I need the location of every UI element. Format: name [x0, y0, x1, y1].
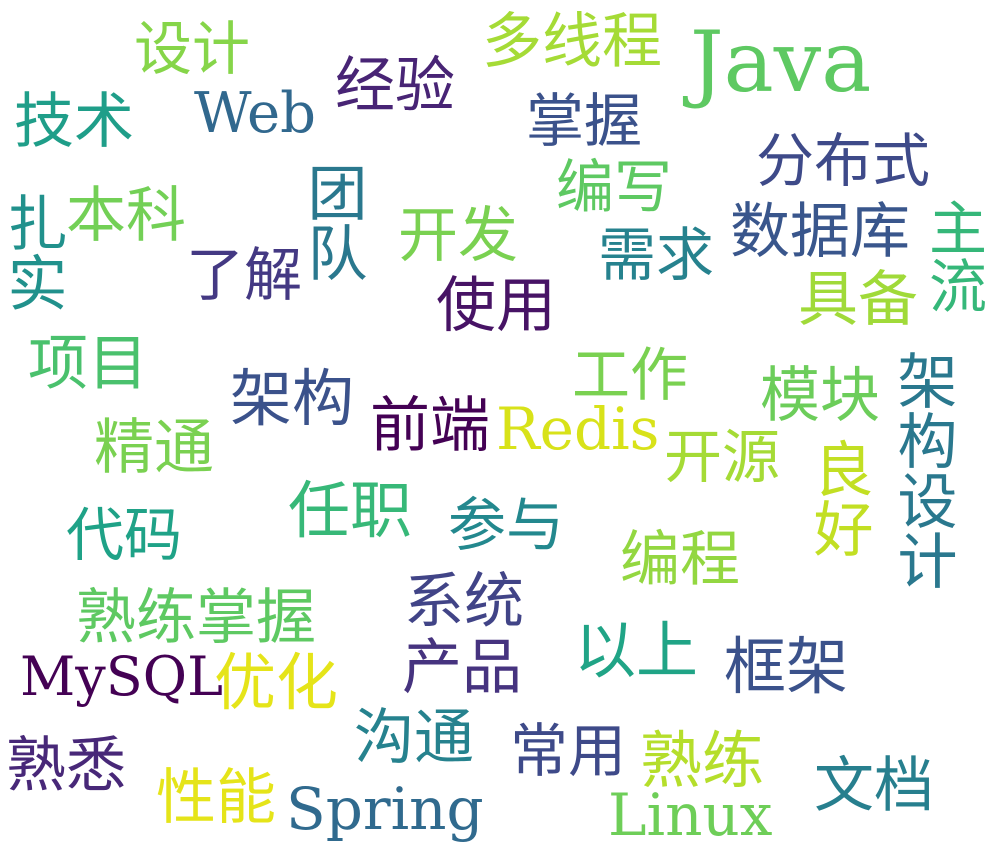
- word-11: 编写: [556, 153, 673, 221]
- word-0: 设计: [134, 15, 251, 83]
- word-34: 系统: [404, 567, 524, 637]
- word-spring: Spring: [286, 775, 484, 843]
- word-3: 技术: [14, 87, 134, 157]
- word-33: 熟练掌握: [76, 583, 316, 653]
- word-45: 性能: [156, 763, 276, 833]
- word-28: 架构设计: [887, 350, 957, 590]
- word-38: 以上: [574, 614, 699, 687]
- word-14: 需求: [598, 221, 715, 289]
- word-19: 项目: [28, 329, 148, 399]
- word-23: 前端: [370, 391, 490, 461]
- word-16: 主流: [919, 198, 987, 314]
- word-13: 了解: [186, 241, 303, 309]
- word-8: 扎实: [0, 192, 67, 312]
- word-42: 熟练: [640, 724, 765, 797]
- word-web: Web: [194, 81, 316, 146]
- word-18: 具备: [798, 265, 918, 335]
- word-java: Java: [690, 13, 872, 111]
- word-22: 模块: [760, 361, 880, 431]
- word-27: 良好: [803, 438, 873, 558]
- word-26: 开源: [664, 423, 781, 491]
- word-12: 开发: [398, 201, 518, 271]
- word-40: 沟通: [354, 703, 474, 773]
- word-1: 多线程: [482, 7, 662, 77]
- word-41: 常用: [510, 717, 627, 785]
- word-17: 使用: [436, 271, 556, 341]
- word-32: 编程: [620, 525, 740, 595]
- word-9: 本科: [66, 181, 186, 251]
- word-25: 精通: [94, 413, 214, 483]
- word-30: 参与: [448, 491, 565, 559]
- word-43: 熟悉: [6, 731, 126, 801]
- word-15: 数据库: [730, 197, 910, 267]
- word-5: 经验: [335, 51, 455, 121]
- word-37: 产品: [402, 633, 522, 703]
- word-redis: Redis: [496, 395, 660, 463]
- word-44: 文档: [814, 751, 934, 821]
- word-linux: Linux: [608, 781, 773, 849]
- word-31: 代码: [66, 501, 183, 569]
- word-mysql: MySQL: [20, 645, 223, 708]
- word-7: 分布式: [756, 127, 931, 195]
- word-20: 工作: [572, 341, 689, 409]
- word-39: 框架: [724, 630, 849, 703]
- word-29: 任职: [288, 474, 413, 547]
- word-21: 架构: [230, 362, 355, 435]
- word-36: 优化: [214, 646, 339, 719]
- word-10: 团队: [297, 162, 367, 282]
- word-6: 掌握: [526, 87, 643, 155]
